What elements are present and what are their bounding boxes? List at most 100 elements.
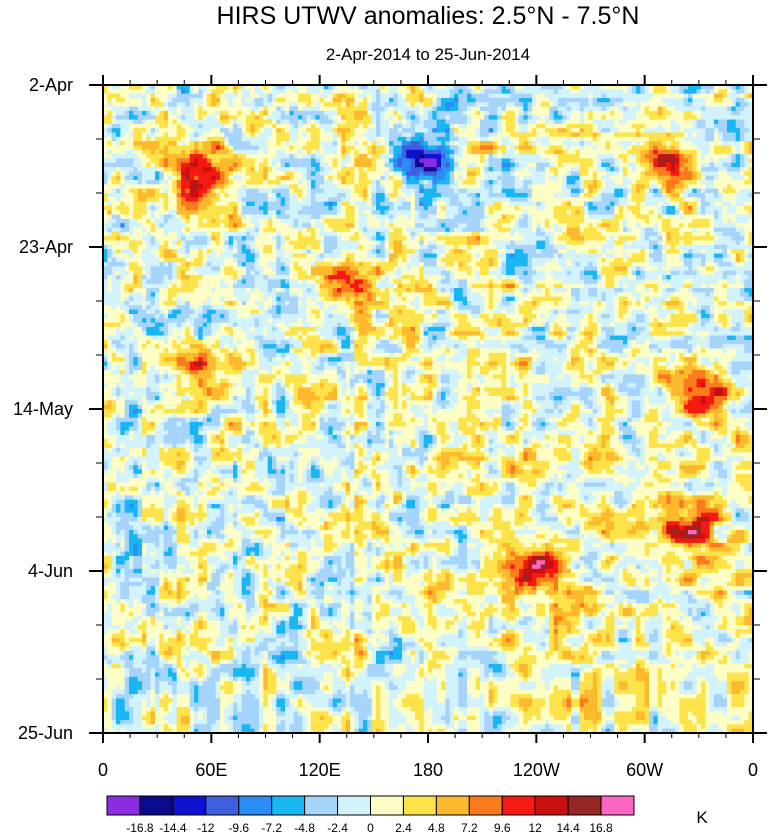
anomaly-cell [294,115,299,120]
anomaly-cell [224,115,229,120]
anomaly-cell [489,150,494,155]
anomaly-cell [744,150,749,155]
anomaly-cell [445,137,450,142]
anomaly-cell [194,89,199,94]
anomaly-cell [731,120,736,125]
anomaly-cell [198,128,203,133]
anomaly-cell [645,154,650,159]
anomaly-cell [120,124,125,129]
anomaly-cell [679,137,684,142]
anomaly-cell [688,145,693,150]
anomaly-cell [619,133,624,138]
anomaly-cell [731,154,736,159]
anomaly-cell [627,98,632,103]
anomaly-cell [575,145,580,150]
anomaly-cell [307,167,312,172]
anomaly-cell [268,107,273,112]
anomaly-cell [424,163,429,168]
anomaly-cell [497,158,502,163]
anomaly-cell [402,133,407,138]
anomaly-cell [593,111,598,116]
anomaly-cell [172,150,177,155]
anomaly-cell [415,158,420,163]
anomaly-cell [350,150,355,155]
anomaly-cell [580,111,585,116]
anomaly-cell [393,133,398,138]
anomaly-cell [272,133,277,138]
anomaly-cell [523,124,528,129]
anomaly-cell [450,163,455,168]
anomaly-cell [346,89,351,94]
anomaly-cell [255,150,260,155]
anomaly-cell [428,124,433,129]
anomaly-cell [229,141,234,146]
anomaly-cell [554,107,559,112]
anomaly-cell [372,89,377,94]
anomaly-cell [380,128,385,133]
anomaly-cell [454,124,459,129]
anomaly-cell [151,154,156,159]
anomaly-cell [445,98,450,103]
anomaly-cell [406,102,411,107]
anomaly-cell [198,141,203,146]
anomaly-cell [688,163,693,168]
anomaly-cell [259,124,264,129]
anomaly-cell [571,154,576,159]
anomaly-cell [476,158,481,163]
anomaly-cell [233,107,238,112]
anomaly-cell [268,137,273,142]
anomaly-cell [623,150,628,155]
anomaly-cell [346,98,351,103]
anomaly-cell [610,115,615,120]
anomaly-cell [294,120,299,125]
anomaly-cell [562,150,567,155]
anomaly-cell [367,141,372,146]
anomaly-cell [428,102,433,107]
anomaly-cell [207,158,212,163]
anomaly-cell [736,111,741,116]
anomaly-cell [636,102,641,107]
anomaly-cell [545,94,550,99]
anomaly-cell [142,120,147,125]
anomaly-cell [285,133,290,138]
anomaly-cell [333,137,338,142]
anomaly-cell [328,128,333,133]
anomaly-cell [679,107,684,112]
anomaly-cell [484,124,489,129]
anomaly-cell [363,115,368,120]
anomaly-cell [168,128,173,133]
anomaly-cell [172,111,177,116]
anomaly-cell [541,115,546,120]
anomaly-cell [731,89,736,94]
anomaly-cell [198,158,203,163]
anomaly-cell [571,133,576,138]
anomaly-cell [723,111,728,116]
anomaly-cell [510,98,515,103]
anomaly-cell [415,137,420,142]
anomaly-cell [510,141,515,146]
anomaly-cell [532,128,537,133]
anomaly-cell [138,124,143,129]
anomaly-cell [497,137,502,142]
anomaly-cell [489,89,494,94]
anomaly-cell [549,150,554,155]
anomaly-cell [506,150,511,155]
anomaly-cell [688,154,693,159]
anomaly-cell [428,145,433,150]
anomaly-cell [376,94,381,99]
anomaly-cell [731,124,736,129]
anomaly-cell [688,94,693,99]
anomaly-cell [393,98,398,103]
anomaly-cell [445,141,450,146]
anomaly-cell [428,89,433,94]
anomaly-cell [740,94,745,99]
anomaly-cell [155,94,160,99]
anomaly-cell [272,89,277,94]
anomaly-cell [658,133,663,138]
anomaly-cell [246,107,251,112]
anomaly-cell [367,102,372,107]
anomaly-cell [389,115,394,120]
anomaly-cell [315,128,320,133]
anomaly-cell [298,115,303,120]
anomaly-cell [138,141,143,146]
